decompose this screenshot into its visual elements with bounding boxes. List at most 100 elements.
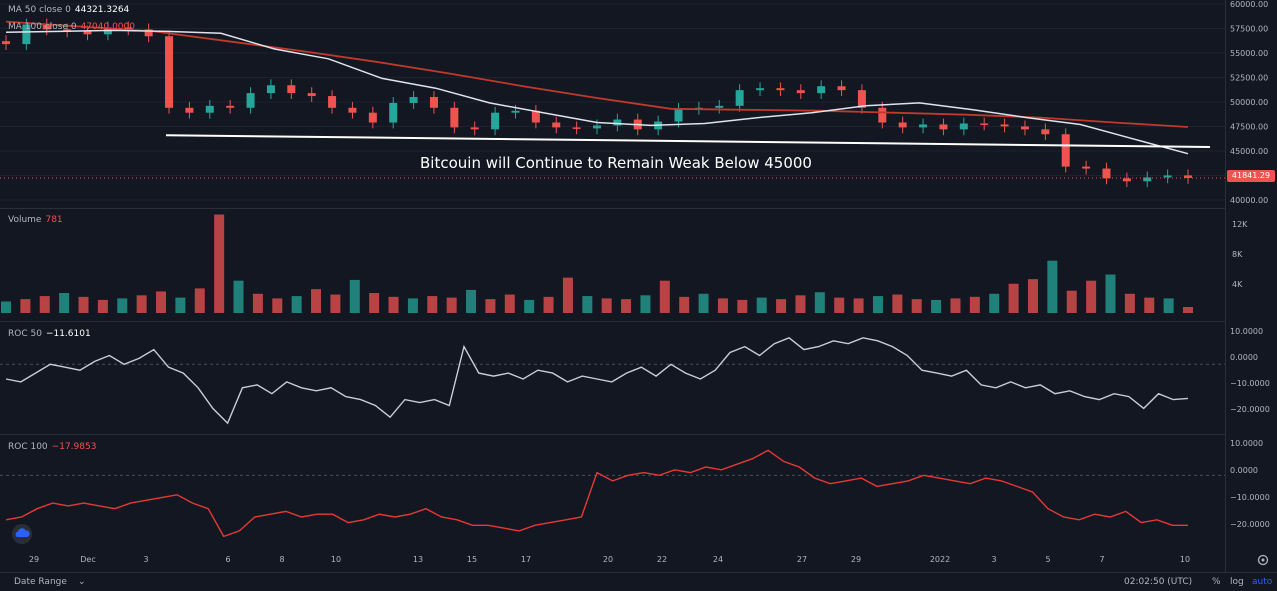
utc-clock[interactable]: 02:02:50 (UTC) (1124, 577, 1193, 587)
tradingview-logo-icon[interactable] (12, 524, 32, 544)
roc100-chart-svg[interactable] (0, 434, 1225, 548)
x-tick-label: 22 (657, 555, 667, 564)
volume-bar (989, 293, 1000, 313)
candle-body (226, 105, 235, 108)
price-pane[interactable]: Bitcouin will Continue to Remain Weak Be… (0, 0, 1225, 209)
candle-body (939, 124, 948, 130)
x-tick-label: 13 (413, 555, 423, 564)
candle-body (2, 41, 10, 45)
candle-body (185, 107, 194, 113)
settings-gear-icon[interactable] (1256, 553, 1270, 567)
volume-bar (1163, 298, 1174, 313)
volume-bar (1144, 297, 1155, 313)
chevron-down-icon[interactable]: ⌄ (78, 577, 86, 587)
x-tick-label: 5 (1045, 555, 1050, 564)
candle-body (593, 125, 601, 129)
volume-bar (136, 295, 147, 313)
roc50-value: −11.6101 (45, 329, 91, 339)
ma50-line (5, 29, 1189, 155)
volume-bar (233, 280, 244, 313)
roc100-pane[interactable]: ROC 100 −17.9853 (0, 434, 1225, 548)
roc50-line (5, 336, 1189, 425)
roc50-tick-label: −10.0000 (1230, 379, 1270, 388)
volume-bar (175, 297, 186, 313)
volume-bar (1124, 293, 1135, 313)
candle-body (409, 97, 418, 103)
candle-body (817, 86, 826, 94)
price-axis[interactable]: 60000.00 57500.00 55000.00 52500.00 50000.00… (1225, 0, 1277, 572)
candle-body (1122, 178, 1131, 182)
candle-body (1143, 177, 1152, 182)
price-tick-label: 57500.00 (1230, 25, 1268, 34)
volume-bar (427, 296, 438, 313)
volume-bar (1183, 306, 1193, 313)
x-tick-label: 20 (603, 555, 613, 564)
auto-toggle[interactable]: auto (1252, 577, 1273, 587)
volume-bar (1047, 260, 1058, 313)
volume-bar (407, 298, 418, 313)
ma100-legend: MA 100 close 0 47040.0000 (8, 22, 135, 32)
ma50-legend: MA 50 close 0 44321.3264 (8, 5, 129, 15)
volume-bar (621, 299, 632, 313)
candle-body (776, 88, 785, 91)
price-axis-svg[interactable]: 60000.00 57500.00 55000.00 52500.00 50000.00… (1226, 0, 1277, 572)
price-tick-label: 47500.00 (1230, 123, 1268, 132)
candle-body (613, 119, 622, 126)
volume-chart-svg[interactable] (0, 208, 1225, 321)
candle-body (511, 110, 520, 113)
time-axis[interactable]: 29 Dec 3 6 8 10 13 15 17 20 22 24 27 29 2022 3 5 7 10 (0, 548, 1225, 572)
roc100-tick-label: −20.0000 (1230, 520, 1270, 529)
x-tick-label: 10 (331, 555, 341, 564)
volume-bar (872, 296, 883, 313)
candle-body (959, 123, 968, 130)
x-tick-label: 3 (991, 555, 996, 564)
price-tick-label: 52500.00 (1230, 74, 1268, 83)
candle-body (165, 36, 174, 108)
candle-body (266, 85, 275, 94)
volume-bar (679, 296, 690, 313)
percent-toggle[interactable]: % (1212, 577, 1221, 587)
volume-bar (446, 297, 457, 313)
volume-bar (911, 299, 922, 313)
volume-legend: Volume 781 (8, 215, 63, 225)
candle-body (572, 127, 581, 129)
volume-bar (1027, 279, 1038, 313)
price-tick-label: 40000.00 (1230, 196, 1268, 205)
candle-body (287, 85, 296, 94)
ma100-value: 47040.0000 (80, 22, 135, 32)
candle-body (205, 105, 214, 113)
volume-tick-label: 4K (1232, 280, 1243, 289)
volume-bar (311, 289, 322, 313)
x-tick-label: 2022 (930, 555, 950, 564)
volume-bar (640, 295, 651, 313)
candle-body (735, 90, 744, 106)
volume-bar (601, 298, 612, 313)
volume-bar (59, 293, 70, 313)
roc50-tick-label: 10.0000 (1230, 327, 1263, 336)
candle-body (450, 107, 459, 128)
ma100-line (5, 20, 1189, 128)
x-tick-label: Dec (80, 555, 95, 564)
x-tick-label: 10 (1180, 555, 1190, 564)
volume-bar (892, 294, 903, 313)
volume-pane[interactable]: Volume 781 (0, 208, 1225, 322)
volume-bar (756, 297, 767, 313)
price-chart-svg[interactable]: Bitcouin will Continue to Remain Weak Be… (0, 0, 1225, 208)
candle-body (674, 108, 683, 122)
x-tick-label: 3 (143, 555, 148, 564)
volume-bar (214, 214, 225, 313)
candle-body (83, 31, 92, 35)
volume-bar (252, 293, 263, 313)
log-toggle[interactable]: log (1230, 577, 1244, 587)
roc50-pane[interactable]: ROC 50 −11.6101 (0, 321, 1225, 435)
date-range-button[interactable]: Date Range (14, 577, 67, 587)
volume-label: Volume (8, 215, 42, 225)
x-tick-label: 24 (713, 555, 723, 564)
candle-body (307, 93, 316, 97)
volume-bar (582, 296, 593, 313)
candle-body (919, 124, 928, 128)
ma50-label: MA 50 close 0 (8, 5, 71, 15)
roc50-chart-svg[interactable] (0, 321, 1225, 434)
volume-bar (776, 299, 787, 313)
annotation-text: Bitcouin will Continue to Remain Weak Be… (420, 154, 812, 172)
